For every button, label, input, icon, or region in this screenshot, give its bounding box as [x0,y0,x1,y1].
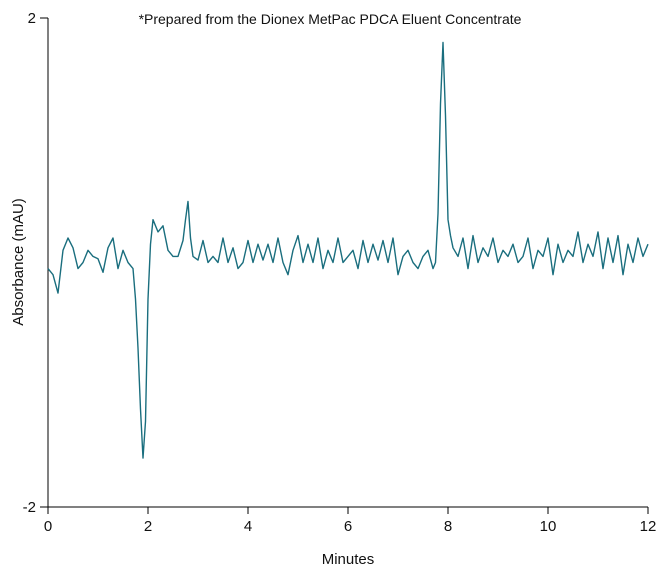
x-tick-label: 0 [44,518,52,535]
y-axis-label: Absorbance (mAU) [10,198,27,326]
series-line [47,41,649,459]
x-axis-label: Minutes [322,551,375,568]
x-tick-label: 4 [244,518,252,535]
axes [47,18,648,508]
y-ticks: -2 2 [23,10,48,516]
y-tick-label: -2 [23,499,36,516]
x-tick-label: 2 [144,518,152,535]
x-tick-label: 6 [344,518,352,535]
x-tick-label: 8 [444,518,452,535]
x-tick-label: 12 [640,518,657,535]
x-ticks: 0 2 4 6 8 10 12 [44,507,657,535]
chart-annotation: *Prepared from the Dionex MetPac PDCA El… [139,11,522,27]
series-group [47,41,649,459]
x-tick-label: 10 [540,518,557,535]
y-tick-label: 2 [28,10,36,27]
